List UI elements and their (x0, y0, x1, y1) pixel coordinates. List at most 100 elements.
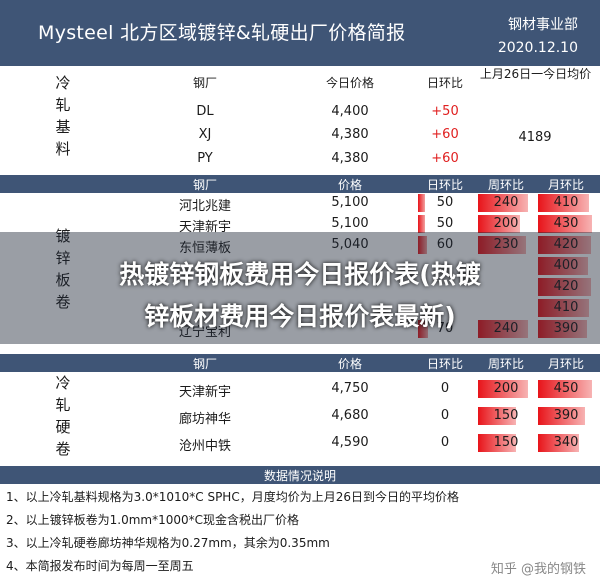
month-change-value: 450 (553, 381, 579, 396)
day-change-value: 0 (440, 435, 450, 450)
day-change-value: 50 (436, 216, 454, 231)
week-change-value: 150 (493, 408, 519, 423)
col-header-day: 日环比 (426, 178, 463, 192)
price-value: 4,750 (331, 381, 369, 396)
price-value: 4,380 (331, 127, 369, 142)
price-value: 4,590 (331, 435, 369, 450)
col-header-day: 日环比 (426, 357, 463, 371)
month-change-value: 410 (553, 300, 579, 315)
report-title: Mysteel 北方区域镀锌&轧硬出厂价格简报 (38, 22, 406, 44)
col-header-price: 价格 (337, 357, 362, 371)
note-item: 3、以上冷轧硬卷廊坊神华规格为0.27mm，其余为0.35mm (6, 536, 330, 550)
report-header: Mysteel 北方区域镀锌&轧硬出厂价格简报 钢材事业部 2020.12.10 (0, 0, 600, 66)
week-change-value: 200 (493, 381, 519, 396)
overlay-title-line2: 锌板材费用今日报价表最新) (144, 302, 456, 331)
week-change-bar (478, 407, 516, 425)
month-change-value: 400 (553, 258, 579, 273)
price-value: 4,680 (331, 408, 369, 423)
day-change-value: 60 (436, 237, 454, 252)
col-header-change: 日环比 (426, 76, 463, 90)
month-change-bar (538, 434, 579, 452)
week-change-value: 150 (493, 435, 519, 450)
week-change-value: 230 (493, 237, 519, 252)
day-change-bar (418, 236, 427, 254)
day-change-bar (418, 194, 425, 212)
week-change-bar (478, 380, 528, 398)
change-value: +60 (431, 151, 459, 166)
day-change-value: 0 (440, 408, 450, 423)
cold-base-label: 冷轧基料 (55, 74, 71, 158)
note-item: 4、本简报发布时间为每周一至周五 (6, 559, 194, 573)
col-header-mill: 钢厂 (192, 178, 217, 192)
day-change-value: 50 (436, 195, 454, 210)
month-change-bar (538, 236, 591, 254)
title-overlay (0, 232, 600, 344)
col-header-price: 今日价格 (325, 76, 374, 90)
day-change-bar (418, 215, 425, 233)
notes-header-band: 数据情况说明 (0, 466, 600, 484)
mill-name: PY (197, 151, 213, 166)
overlay-title-line1: 热镀锌钢板费用今日报价表(热镀 (119, 260, 481, 289)
day-change-value: 70 (436, 321, 454, 336)
col-header-month: 月环比 (547, 357, 584, 371)
mill-name: 廊坊神华 (178, 412, 231, 427)
col-header-week: 周环比 (487, 178, 524, 192)
month-change-value: 420 (553, 237, 579, 252)
note-item: 2、以上镀锌板卷为1.0mm*1000*C现金含税出厂价格 (6, 513, 300, 527)
month-change-bar (538, 299, 589, 317)
report-date: 2020.12.10 (497, 40, 578, 56)
month-change-value: 390 (553, 321, 579, 336)
notes-title: 数据情况说明 (263, 469, 336, 483)
price-value: 5,100 (331, 195, 369, 210)
week-change-bar (478, 194, 528, 212)
price-value: 4,380 (331, 151, 369, 166)
month-change-value: 340 (553, 435, 579, 450)
mill-name: DL (196, 104, 214, 119)
col-header-month: 月环比 (547, 178, 584, 192)
month-change-bar (538, 407, 585, 425)
note-item: 1、以上冷轧基料规格为3.0*1010*C SPHC，月度均价为上月26日到今日… (6, 490, 459, 504)
mill-name: 河北兆建 (178, 199, 231, 214)
week-change-value: 200 (493, 216, 519, 231)
mill-name: 辽宁宝利 (178, 325, 231, 340)
week-change-bar (478, 215, 520, 233)
mill-name: 天津新宇 (178, 220, 231, 235)
month-change-bar (538, 194, 589, 212)
day-change-value: 0 (440, 381, 450, 396)
month-change-value: 390 (553, 408, 579, 423)
change-value: +50 (431, 104, 459, 119)
month-change-bar (538, 380, 592, 398)
col-header-week: 周环比 (487, 357, 524, 371)
month-change-value: 430 (553, 216, 579, 231)
watermark: 知乎 @我的钢铁 (490, 562, 586, 577)
col-header-price: 价格 (337, 178, 362, 192)
month-change-bar (538, 257, 588, 275)
price-value: 5,100 (331, 216, 369, 231)
month-change-bar (538, 278, 591, 296)
month-change-bar (538, 215, 592, 233)
month-change-value: 410 (553, 195, 579, 210)
hard-header-band: 钢厂 价格 日环比 周环比 月环比 (0, 354, 600, 372)
price-value: 4,400 (331, 104, 369, 119)
avg-price-value: 4189 (518, 130, 552, 145)
week-change-value: 240 (493, 321, 519, 336)
mill-name: 沧州中铁 (178, 439, 231, 454)
change-value: +60 (431, 127, 459, 142)
galv-label: 镀锌板卷 (55, 227, 71, 311)
price-value: 5,040 (331, 237, 369, 252)
mill-name: 东恒薄板 (178, 241, 231, 256)
mill-name: XJ (198, 127, 212, 142)
col-header-mill: 钢厂 (192, 357, 217, 371)
week-change-bar (478, 236, 526, 254)
month-change-bar (538, 320, 587, 338)
day-change-bar (418, 320, 428, 338)
galv-header-band: 钢厂 价格 日环比 周环比 月环比 (0, 175, 600, 193)
week-change-bar (478, 320, 528, 338)
month-change-value: 420 (553, 279, 579, 294)
col-header-mill: 钢厂 (192, 76, 217, 90)
col-header-avg: 上月26日一今日均价 (479, 67, 592, 81)
department-name: 钢材事业部 (508, 17, 578, 33)
mill-name: 天津新宇 (178, 385, 231, 400)
week-change-value: 240 (493, 195, 519, 210)
hard-label: 冷轧硬卷 (55, 374, 71, 458)
